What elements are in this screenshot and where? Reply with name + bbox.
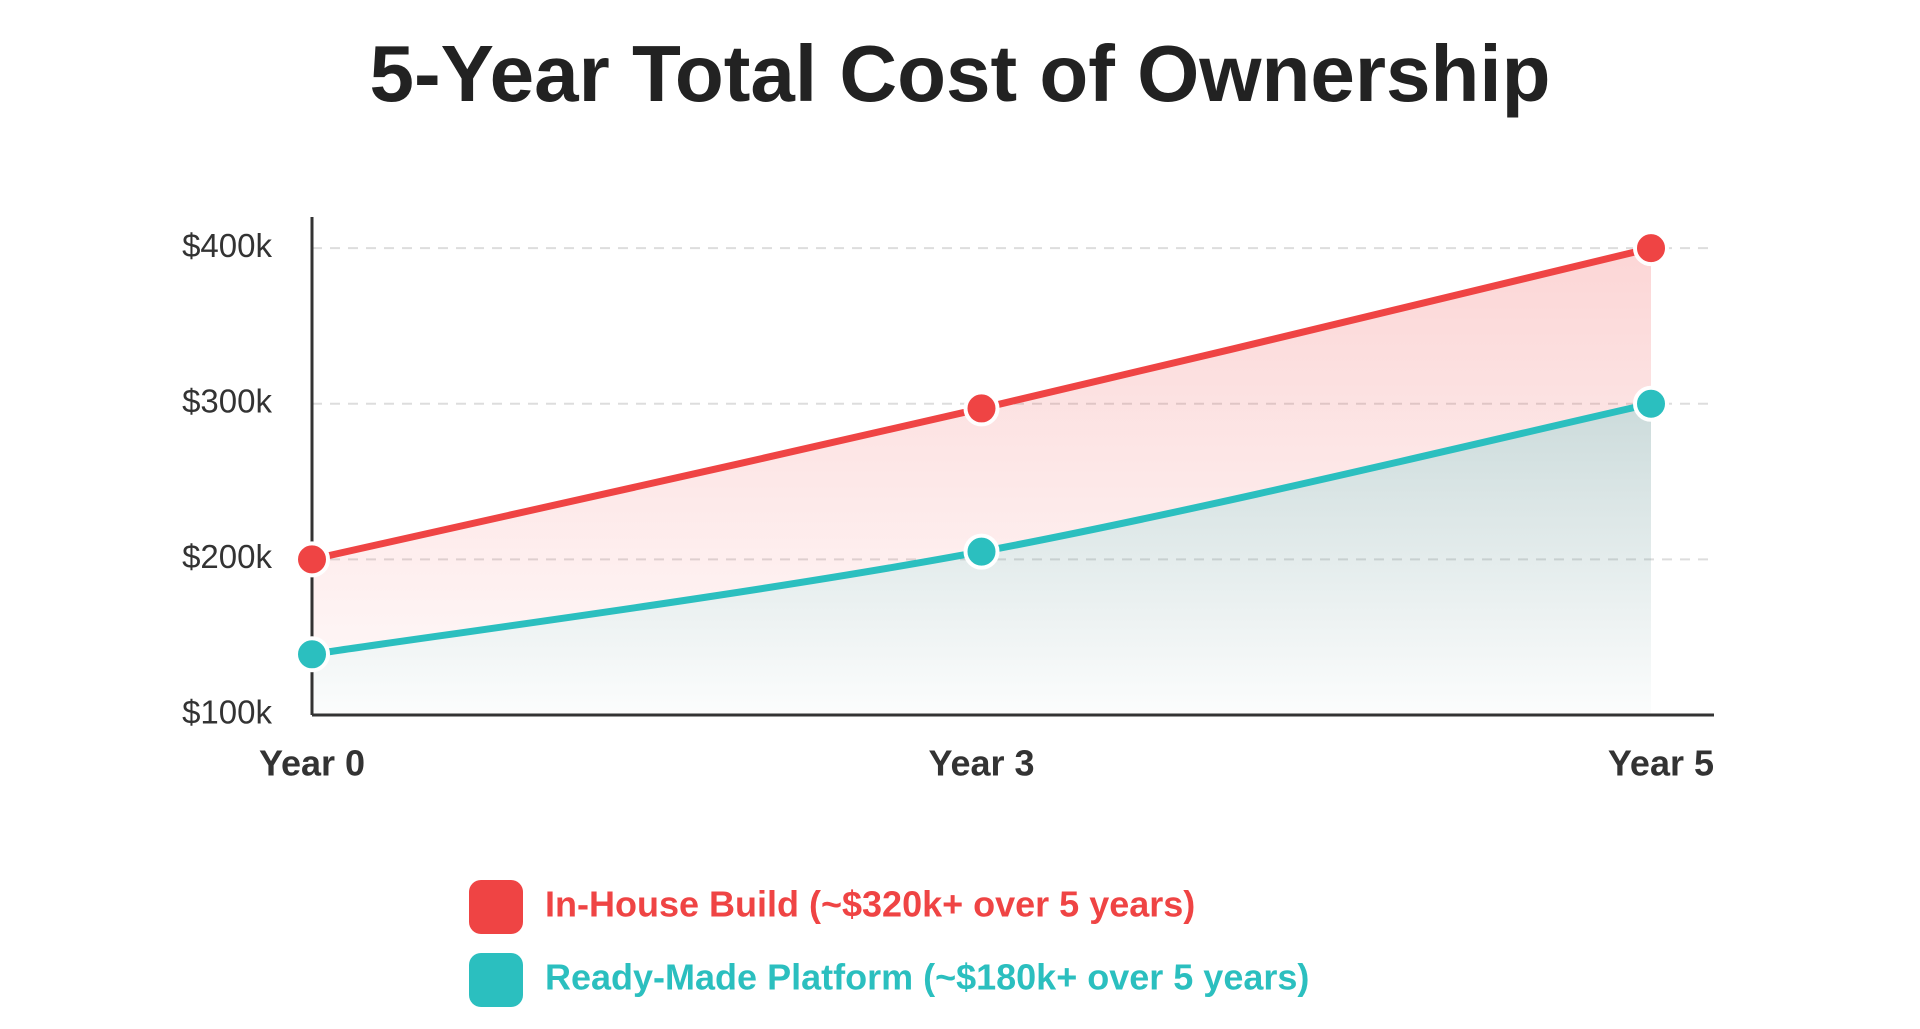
point (1633, 230, 1669, 267)
y-tick-label: $300k (182, 382, 272, 419)
legend-swatch (469, 953, 523, 1007)
legend-swatch (469, 880, 523, 934)
y-tick-label: $400k (182, 227, 272, 264)
point (963, 390, 1000, 427)
y-tick-label: $100k (182, 694, 272, 731)
x-tick-label: Year 3 (928, 743, 1034, 784)
chart-title: 5-Year Total Cost of Ownership (370, 29, 1551, 118)
x-tick-label: Year 0 (259, 743, 365, 784)
x-tick-label: Year 5 (1608, 743, 1714, 784)
point (963, 533, 1000, 570)
area-fill (312, 248, 1651, 655)
y-tick-label: $200k (182, 538, 272, 575)
legend-label: In-House Build (~$320k+ over 5 years) (545, 884, 1195, 925)
legend-label: Ready-Made Platform (~$180k+ over 5 year… (545, 957, 1309, 998)
point (1633, 385, 1669, 422)
point (294, 636, 330, 673)
point (294, 541, 330, 578)
